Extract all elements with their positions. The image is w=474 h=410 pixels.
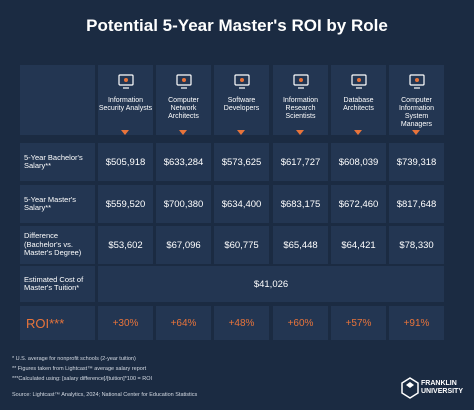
logo-line: UNIVERSITY bbox=[421, 388, 464, 395]
value: $700,380 bbox=[163, 198, 204, 210]
value-cell: $67,096 bbox=[156, 226, 211, 264]
value: $608,039 bbox=[338, 156, 379, 168]
column-icon bbox=[117, 72, 135, 90]
value: $65,448 bbox=[283, 239, 318, 251]
corner-cell bbox=[20, 65, 95, 135]
column-icon bbox=[233, 72, 251, 90]
column-icon bbox=[175, 72, 193, 90]
value: $64,421 bbox=[341, 239, 376, 251]
roi-label-cell: ROI*** bbox=[20, 306, 95, 340]
value: $60,775 bbox=[224, 239, 259, 251]
column-header: Software Developers bbox=[223, 97, 260, 112]
roi-value: +91% bbox=[403, 317, 430, 329]
roi-value: +64% bbox=[170, 317, 197, 329]
value: $559,520 bbox=[105, 198, 146, 210]
value: $78,330 bbox=[399, 239, 434, 251]
value-cell: $559,520 bbox=[98, 185, 153, 223]
column-header-cell bbox=[389, 65, 444, 135]
roi-value: +48% bbox=[228, 317, 255, 329]
column-header-cell bbox=[214, 65, 269, 135]
column-header-cell bbox=[156, 65, 211, 135]
cost-label-cell: Estimated Cost of Master's Tuition* bbox=[20, 266, 95, 302]
value-cell: $672,460 bbox=[331, 185, 386, 223]
value-cell: $817,648 bbox=[389, 185, 444, 223]
value-cell: $64,421 bbox=[331, 226, 386, 264]
column-icon bbox=[292, 72, 310, 90]
roi-cell: +57% bbox=[331, 306, 386, 340]
column-header-cell bbox=[331, 65, 386, 135]
row-label-cell: 5-Year Bachelor's Salary** bbox=[20, 143, 95, 181]
roi-value: +30% bbox=[112, 317, 139, 329]
value-cell: $683,175 bbox=[273, 185, 328, 223]
logo-line: FRANKLIN bbox=[421, 380, 457, 387]
column-header-cell bbox=[98, 65, 153, 135]
roi-cell: +30% bbox=[98, 306, 153, 340]
value-cell: $60,775 bbox=[214, 226, 269, 264]
column-header: Computer Information System Managers bbox=[398, 97, 435, 128]
roi-cell: +60% bbox=[273, 306, 328, 340]
cost-value-cell: $41,026 bbox=[98, 266, 444, 302]
arrow bbox=[296, 130, 304, 135]
arrow bbox=[412, 130, 420, 135]
column-icon bbox=[350, 72, 368, 90]
value: $817,648 bbox=[396, 198, 437, 210]
arrow bbox=[121, 130, 129, 135]
title: Potential 5-Year Master's ROI by Role bbox=[86, 16, 388, 35]
row-label-cell: Difference (Bachelor's vs. Master's Degr… bbox=[20, 226, 95, 264]
logo-icon bbox=[401, 377, 419, 399]
value: $633,284 bbox=[163, 156, 204, 168]
value-cell: $700,380 bbox=[156, 185, 211, 223]
value-cell: $617,727 bbox=[273, 143, 328, 181]
arrow bbox=[354, 130, 362, 135]
roi-cell: +64% bbox=[156, 306, 211, 340]
value: $53,602 bbox=[108, 239, 143, 251]
value: $67,096 bbox=[166, 239, 201, 251]
roi-cell: +91% bbox=[389, 306, 444, 340]
value-cell: $633,284 bbox=[156, 143, 211, 181]
roi-cell: +48% bbox=[214, 306, 269, 340]
value-cell: $78,330 bbox=[389, 226, 444, 264]
footnote: * U.S. average for nonprofit schools (2-… bbox=[12, 356, 136, 362]
value-cell: $65,448 bbox=[273, 226, 328, 264]
footnote: Source: Lightcast™ Analytics, 2024; Nati… bbox=[12, 392, 198, 398]
value: $573,625 bbox=[221, 156, 262, 168]
value-cell: $573,625 bbox=[214, 143, 269, 181]
value: $683,175 bbox=[280, 198, 321, 210]
arrow bbox=[179, 130, 187, 135]
value: $634,400 bbox=[221, 198, 262, 210]
value-cell: $634,400 bbox=[214, 185, 269, 223]
column-header: Information Security Analysts bbox=[98, 97, 153, 112]
value-cell: $505,918 bbox=[98, 143, 153, 181]
roi-value: +60% bbox=[287, 317, 314, 329]
column-header: Information Research Scientists bbox=[282, 97, 319, 120]
row-label: Estimated Cost of Master's Tuition* bbox=[24, 274, 84, 292]
value: $739,318 bbox=[396, 156, 437, 168]
footnote: ***Calculated using: [salary difference]… bbox=[12, 376, 153, 382]
value-cell: $739,318 bbox=[389, 143, 444, 181]
value: $41,026 bbox=[253, 278, 289, 290]
column-icon bbox=[408, 72, 426, 90]
value: $617,727 bbox=[280, 156, 321, 168]
row-label: 5-Year Bachelor's Salary** bbox=[24, 152, 83, 170]
column-header: Computer Network Architects bbox=[168, 97, 199, 120]
row-label: 5-Year Master's Salary** bbox=[24, 194, 77, 212]
roi-label: ROI*** bbox=[26, 315, 65, 331]
row-label-cell: 5-Year Master's Salary** bbox=[20, 185, 95, 223]
roi-value: +57% bbox=[345, 317, 372, 329]
value-cell: $53,602 bbox=[98, 226, 153, 264]
footnote: ** Figures taken from Lightcast™ average… bbox=[12, 366, 147, 372]
value: $505,918 bbox=[105, 156, 146, 168]
row-label: Difference (Bachelor's vs. Master's Degr… bbox=[24, 231, 82, 258]
arrow bbox=[237, 130, 245, 135]
value-cell: $608,039 bbox=[331, 143, 386, 181]
value: $672,460 bbox=[338, 198, 379, 210]
logo-text: FRANKLIN UNIVERSITY bbox=[421, 380, 463, 396]
column-header: Database Architects bbox=[343, 97, 374, 112]
column-header-cell bbox=[273, 65, 328, 135]
